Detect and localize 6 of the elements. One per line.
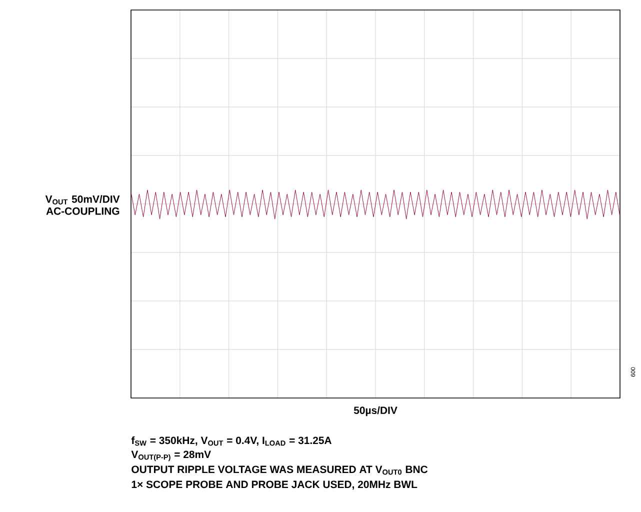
text: 1× SCOPE PROBE AND PROBE JACK USED, 20MHz BWL (132, 480, 418, 490)
text: f$_{SW}$ = 350kHz, V$_{OUT}$ = 0.4V, I$_{LOAD}$ = 31.25A (131, 436, 332, 446)
text: V$_{OUT(P-P)}$ = 28mV (131, 450, 211, 462)
y-axis-title: V$_{OUT}$ 50mV/DIV AC-COUPLING (45, 195, 120, 215)
x-axis-title: 50µs/DIV (354, 406, 398, 416)
text: OUTPUT RIPPLE VOLTAGE WAS MEASURED AT V$_{OUT0}$ BNC (132, 466, 428, 475)
